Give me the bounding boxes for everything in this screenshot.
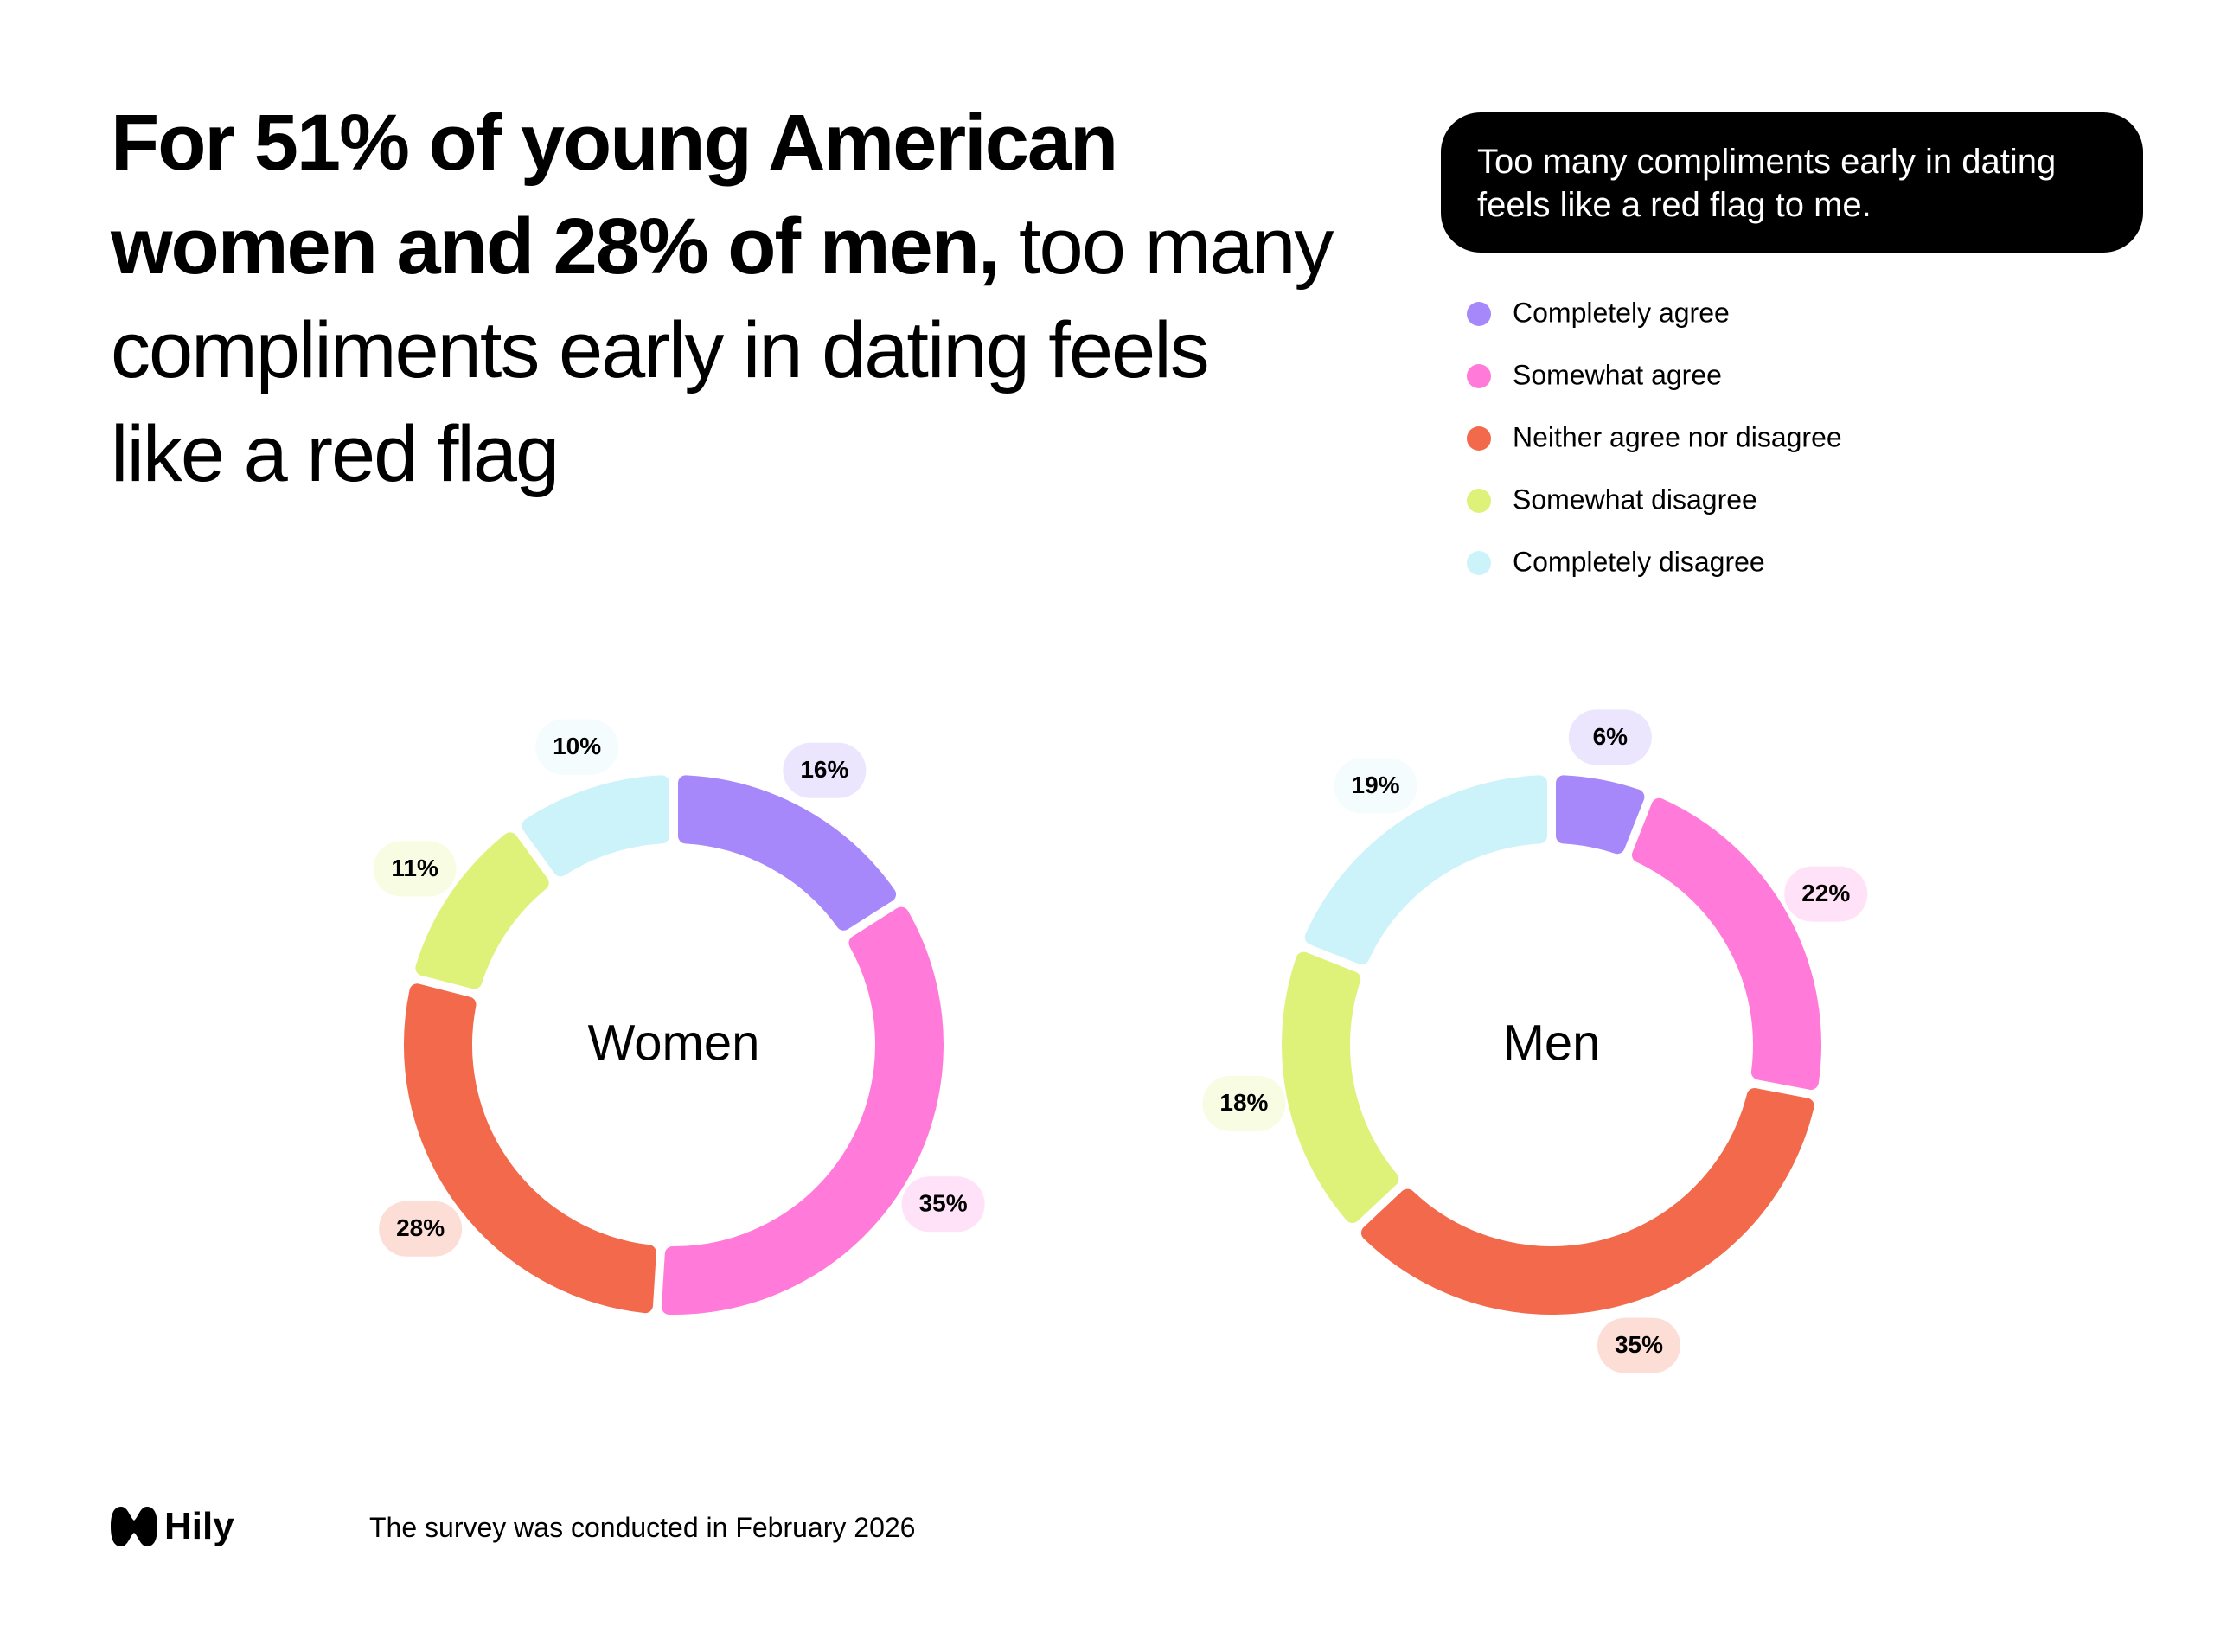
label-pill <box>901 1176 985 1233</box>
logo: Hily <box>111 1505 234 1548</box>
value-label: 28% <box>396 1214 445 1241</box>
legend-label: Somewhat agree <box>1513 359 1722 390</box>
footer-note: The survey was conducted in February 202… <box>369 1512 916 1543</box>
value-label: 22% <box>1801 880 1850 906</box>
legend-label: Completely disagree <box>1513 546 1765 577</box>
legend-label: Neither agree nor disagree <box>1513 421 1842 452</box>
label-pill <box>783 742 867 798</box>
label-pill <box>379 1201 463 1257</box>
legend-label: Completely agree <box>1513 297 1730 328</box>
donut-segment <box>1282 951 1399 1223</box>
headline-bold: For 51% of young American women and 28% … <box>111 99 1118 291</box>
label-pill <box>1202 1075 1286 1131</box>
value-label: 10% <box>553 733 601 759</box>
donut-segment <box>404 983 656 1314</box>
donut-segment <box>1555 775 1645 855</box>
legend-dot <box>1467 489 1491 513</box>
donut-center-label: Women <box>588 1015 760 1071</box>
donut-segment <box>522 775 670 877</box>
legend-dot <box>1467 364 1491 388</box>
label-pill <box>1597 1317 1680 1373</box>
headline-regular: too many compliments early in dating fee… <box>111 202 1334 498</box>
question-box: Too many compliments early in dating fee… <box>1441 112 2143 253</box>
legend-dot <box>1467 302 1491 326</box>
value-label: 35% <box>919 1190 968 1217</box>
donut-segment <box>1304 775 1548 965</box>
question-text: Too many compliments early in dating fee… <box>1477 143 2057 224</box>
value-label: 19% <box>1352 772 1400 798</box>
value-label: 6% <box>1593 723 1629 750</box>
legend-dot <box>1467 551 1491 575</box>
value-label: 35% <box>1615 1331 1663 1358</box>
donut-segment <box>415 832 549 989</box>
headline: For 51% of young American women and 28% … <box>111 91 1339 506</box>
logo-text: Hily <box>164 1505 234 1547</box>
label-pill <box>373 841 457 897</box>
value-label: 11% <box>391 855 438 881</box>
label-pill <box>1784 866 1868 922</box>
donut-segment <box>1360 1088 1814 1315</box>
legend-dot <box>1467 426 1491 451</box>
label-pill <box>1568 709 1652 765</box>
donut-segment <box>661 906 944 1315</box>
value-label: 16% <box>800 756 848 783</box>
label-pill <box>535 719 619 775</box>
logo-mark <box>111 1507 157 1546</box>
donut-segment <box>1631 797 1821 1090</box>
donut-center-label: Men <box>1503 1015 1601 1071</box>
donut-segment <box>677 775 897 931</box>
legend-label: Somewhat disagree <box>1513 483 1757 515</box>
label-pill <box>1334 758 1417 814</box>
value-label: 18% <box>1219 1089 1268 1116</box>
